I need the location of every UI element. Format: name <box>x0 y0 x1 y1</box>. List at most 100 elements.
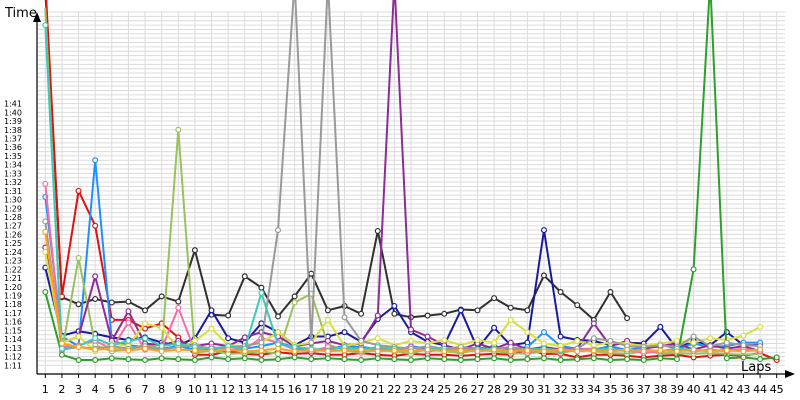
data-point <box>158 293 165 300</box>
data-point <box>507 357 514 364</box>
series-2 <box>42 227 764 352</box>
series-line <box>44 183 761 355</box>
x-tick-label: 2 <box>58 383 65 396</box>
x-tick-label: 27 <box>470 383 484 396</box>
data-point <box>125 337 132 344</box>
data-point <box>524 356 531 363</box>
data-point <box>241 355 248 362</box>
data-point <box>275 356 282 363</box>
data-point <box>657 342 664 349</box>
data-point <box>757 356 764 363</box>
data-point <box>707 343 714 350</box>
y-tick-label: 1:35 <box>4 152 22 161</box>
x-tick-label: 24 <box>421 383 435 396</box>
y-tick-label: 1:26 <box>4 230 22 239</box>
data-point <box>607 337 614 344</box>
data-point <box>58 345 65 352</box>
y-tick-label: 1:19 <box>4 291 22 300</box>
data-point <box>324 348 331 355</box>
y-tick-label: 1:14 <box>4 335 22 344</box>
data-point <box>507 304 514 311</box>
data-point <box>208 307 215 314</box>
data-point <box>723 339 730 346</box>
x-tick-label: 8 <box>158 383 165 396</box>
data-point <box>391 302 398 309</box>
data-point <box>657 355 664 362</box>
data-point <box>275 329 282 336</box>
y-tick-label: 1:32 <box>4 178 22 187</box>
y-tick-label: 1:28 <box>4 213 22 222</box>
data-point <box>358 310 365 317</box>
data-point <box>590 347 597 354</box>
data-point <box>158 355 165 362</box>
data-point <box>175 126 182 133</box>
data-point <box>225 356 232 363</box>
data-point <box>391 347 398 354</box>
data-point <box>58 351 65 358</box>
data-point <box>341 329 348 336</box>
data-point <box>108 355 115 362</box>
data-point <box>607 357 614 364</box>
data-point <box>142 345 149 352</box>
y-tick-label: 1:21 <box>4 274 22 283</box>
data-point <box>258 339 265 346</box>
data-point <box>574 302 581 309</box>
data-point <box>757 323 764 330</box>
data-point <box>241 273 248 280</box>
data-point <box>125 319 132 326</box>
y-tick-label: 1:38 <box>4 126 22 135</box>
data-point <box>474 356 481 363</box>
data-point <box>108 345 115 352</box>
data-point <box>308 356 315 363</box>
data-point <box>540 272 547 279</box>
y-tick-label: 1:20 <box>4 283 22 292</box>
data-point <box>275 313 282 320</box>
data-point <box>391 310 398 317</box>
x-tick-label: 9 <box>175 383 182 396</box>
data-point <box>374 227 381 234</box>
y-tick-label: 1:27 <box>4 222 22 231</box>
x-tick-label: 25 <box>437 383 451 396</box>
y-tick-label: 1:40 <box>4 108 22 117</box>
y-tick-label: 1:12 <box>4 353 22 362</box>
data-point <box>574 337 581 344</box>
data-point <box>75 301 82 308</box>
data-point <box>491 355 498 362</box>
data-point <box>324 316 331 323</box>
y-axis-arrow <box>33 12 41 22</box>
data-point <box>590 355 597 362</box>
data-point <box>474 336 481 343</box>
data-point <box>92 295 99 302</box>
x-tick-label: 15 <box>271 383 285 396</box>
data-point <box>457 357 464 364</box>
data-point <box>125 308 132 315</box>
x-tick-label: 14 <box>254 383 268 396</box>
data-point <box>291 299 298 306</box>
y-tick-label: 1:22 <box>4 265 22 274</box>
x-tick-label: 13 <box>238 383 252 396</box>
data-point <box>75 187 82 194</box>
x-tick-label: 18 <box>321 383 335 396</box>
y-axis-title: Time <box>4 6 37 21</box>
data-point <box>258 347 265 354</box>
data-point <box>624 346 631 353</box>
y-tick-label: 1:18 <box>4 300 22 309</box>
data-point <box>408 337 415 344</box>
data-point <box>225 346 232 353</box>
data-point <box>740 348 747 355</box>
data-point <box>75 254 82 261</box>
data-point <box>657 347 664 354</box>
data-point <box>457 307 464 314</box>
x-tick-label: 5 <box>108 383 115 396</box>
data-point <box>158 343 165 350</box>
data-point <box>374 355 381 362</box>
data-point <box>191 357 198 364</box>
data-point <box>474 307 481 314</box>
data-point <box>491 346 498 353</box>
data-point <box>125 347 132 354</box>
data-point <box>540 227 547 234</box>
data-point <box>491 295 498 302</box>
data-point <box>374 335 381 342</box>
data-point <box>175 304 182 311</box>
data-point <box>324 307 331 314</box>
